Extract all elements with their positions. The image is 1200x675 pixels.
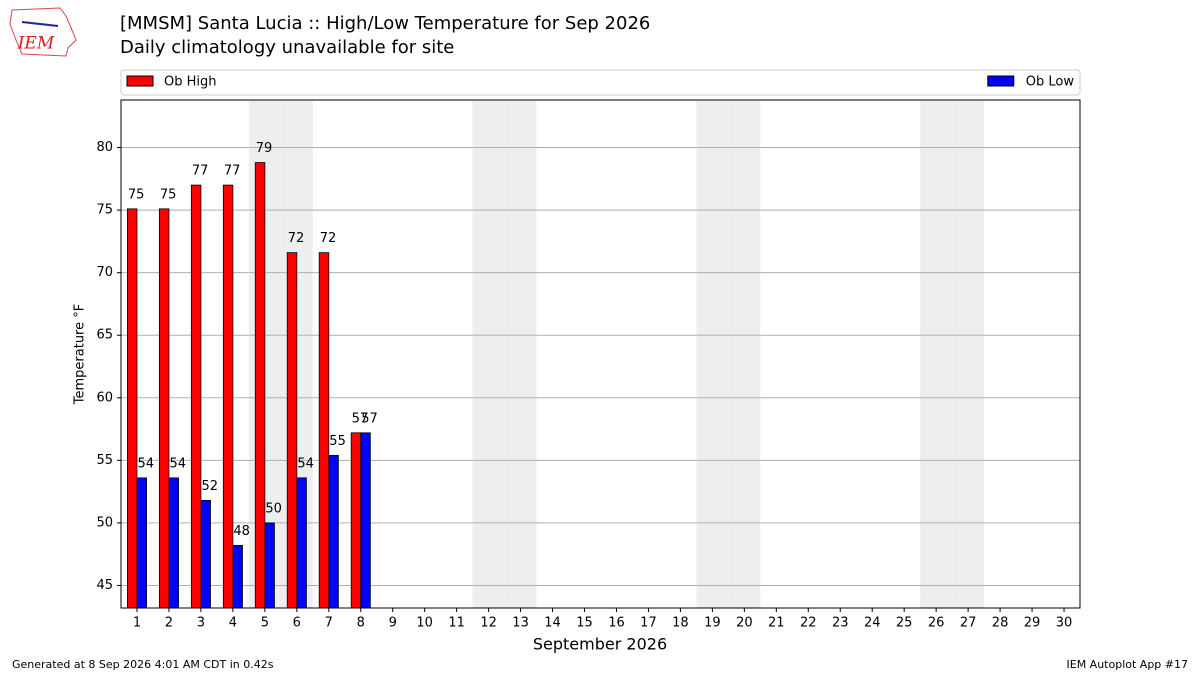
weekend-shade (920, 100, 953, 608)
data-label: 52 (201, 479, 218, 494)
data-label: 54 (169, 456, 186, 471)
data-label: 75 (128, 187, 145, 202)
x-tick-label: 24 (864, 616, 881, 631)
y-tick-label: 50 (96, 515, 113, 530)
data-label: 77 (224, 164, 241, 179)
legend-label: Ob Low (1026, 75, 1075, 90)
x-tick-label: 11 (448, 616, 465, 631)
bar (350, 432, 362, 609)
y-tick-label: 65 (96, 328, 113, 343)
bar (222, 184, 234, 609)
legend-swatch (126, 75, 154, 87)
bar (318, 252, 330, 609)
data-label: 54 (297, 456, 314, 471)
x-tick-label: 30 (1056, 616, 1073, 631)
data-label: 77 (192, 164, 209, 179)
y-tick-label: 55 (96, 453, 113, 468)
x-tick-label: 27 (960, 616, 977, 631)
x-axis-label: September 2026 (533, 635, 667, 654)
x-tick-label: 29 (1024, 616, 1041, 631)
x-tick-label: 4 (229, 616, 237, 631)
bar (232, 545, 243, 609)
weekend-shade (728, 100, 761, 608)
bar (158, 208, 170, 609)
bar (200, 499, 211, 609)
x-tick-label: 12 (480, 616, 497, 631)
x-tick-label: 7 (325, 616, 333, 631)
x-tick-label: 10 (416, 616, 433, 631)
y-tick-label: 70 (96, 265, 113, 280)
logo-outline (9, 7, 77, 57)
plot-frame (120, 99, 1081, 609)
x-tick-label: 2 (165, 616, 173, 631)
bar (190, 184, 202, 609)
data-label: 72 (288, 231, 305, 246)
x-tick-label: 19 (704, 616, 721, 631)
y-axis-label: Temperature °F (73, 304, 88, 405)
x-tick-label: 14 (544, 616, 561, 631)
bar (360, 432, 371, 609)
x-tick-label: 15 (576, 616, 593, 631)
x-tick-label: 22 (800, 616, 817, 631)
x-tick-label: 1 (133, 616, 141, 631)
bar (168, 477, 179, 609)
x-tick-label: 18 (672, 616, 689, 631)
data-label: 55 (329, 434, 346, 449)
weekend-shade (952, 100, 985, 608)
data-label: 79 (256, 141, 273, 156)
legend-box (120, 69, 1081, 96)
x-tick-label: 28 (992, 616, 1009, 631)
logo-line (21, 21, 59, 27)
bar (126, 208, 138, 609)
footer-left: Generated at 8 Sep 2026 4:01 AM CDT in 0… (12, 658, 274, 671)
weekend-shade (696, 100, 729, 608)
data-label: 57 (352, 411, 369, 426)
x-tick-label: 16 (608, 616, 625, 631)
data-label: 57 (361, 411, 378, 426)
data-label: 72 (320, 231, 337, 246)
x-tick-label: 8 (357, 616, 365, 631)
x-tick-label: 9 (389, 616, 397, 631)
data-label: 50 (265, 501, 282, 516)
legend-swatch (987, 75, 1015, 87)
bar (296, 477, 307, 609)
x-tick-label: 6 (293, 616, 301, 631)
x-tick-label: 26 (928, 616, 945, 631)
weekend-shade (472, 100, 505, 608)
bar (264, 522, 275, 609)
logo-text: IEM (17, 34, 55, 54)
data-label: 48 (233, 524, 250, 539)
x-tick-label: 3 (197, 616, 205, 631)
chart-subtitle: Daily climatology unavailable for site (120, 37, 454, 58)
weekend-shade (504, 100, 537, 608)
logo: IEM (9, 7, 77, 57)
x-tick-label: 21 (768, 616, 785, 631)
y-tick-label: 60 (96, 390, 113, 405)
x-tick-label: 23 (832, 616, 849, 631)
x-tick-label: 25 (896, 616, 913, 631)
y-tick-label: 45 (96, 578, 113, 593)
footer-right: IEM Autoplot App #17 (1067, 658, 1189, 671)
bar (136, 477, 147, 609)
bar (254, 162, 266, 609)
y-tick-label: 75 (96, 203, 113, 218)
data-label: 75 (160, 187, 177, 202)
data-label: 54 (138, 456, 155, 471)
x-tick-label: 17 (640, 616, 657, 631)
chart-title: [MMSM] Santa Lucia :: High/Low Temperatu… (120, 13, 650, 34)
legend-label: Ob High (164, 75, 217, 90)
x-tick-label: 5 (261, 616, 269, 631)
x-tick-label: 13 (512, 616, 529, 631)
x-tick-label: 20 (736, 616, 753, 631)
y-tick-label: 80 (96, 140, 113, 155)
bar (328, 454, 339, 609)
bar (286, 252, 298, 609)
